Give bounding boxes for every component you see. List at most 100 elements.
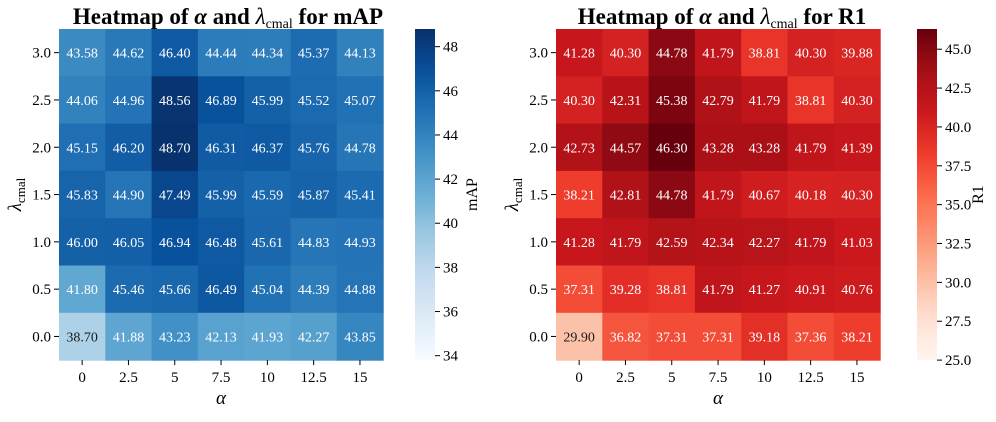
colorbar-label: R1 [970, 185, 987, 204]
cell-value-label: 41.28 [563, 47, 595, 62]
y-tick-label: 3.0 [529, 46, 548, 62]
heatmap-cell [602, 170, 650, 219]
cell-value-label: 38.81 [795, 94, 827, 109]
cell-value-label: 37.36 [795, 330, 827, 345]
heatmap-cell [244, 170, 292, 219]
heatmap-cell [648, 123, 696, 172]
cell-value-label: 41.79 [795, 236, 827, 251]
heatmap-cell [105, 123, 153, 172]
x-tick-label: 7.5 [212, 370, 231, 386]
heatmap-cell [244, 312, 292, 361]
cell-value-label: 42.73 [563, 141, 595, 156]
cell-value-label: 44.90 [113, 189, 145, 204]
cell-value-label: 44.78 [656, 189, 688, 204]
cell-value-label: 46.89 [205, 94, 237, 109]
cell-value-label: 45.61 [252, 236, 284, 251]
cell-value-label: 41.39 [841, 141, 873, 156]
cell-value-label: 36.82 [610, 330, 642, 345]
heatmap-cell [59, 312, 106, 361]
heatmap-cell [59, 29, 106, 77]
cell-value-label: 37.31 [702, 330, 734, 345]
heatmap-cell [787, 218, 835, 267]
heatmap-cell [741, 265, 789, 314]
heatmap-cell [197, 312, 245, 361]
heatmap-cell [336, 123, 384, 172]
cell-value-label: 37.31 [656, 330, 688, 345]
heatmap-cell [787, 29, 835, 77]
heatmap-cell [694, 29, 742, 77]
heatmap-cell [648, 76, 696, 125]
cell-value-label: 45.46 [113, 283, 145, 298]
heatmap-cell [336, 312, 384, 361]
colorbar-label: mAP [464, 178, 481, 211]
heatmap-cell [197, 123, 245, 172]
colorbar-tick-label: 48 [443, 40, 458, 56]
cell-value-label: 44.78 [344, 141, 376, 156]
heatmap-cell [290, 312, 338, 361]
heatmap-cell [741, 29, 789, 77]
heatmap-cell [602, 76, 650, 125]
heatmap-cell [694, 170, 742, 219]
cell-value-label: 44.57 [610, 141, 642, 156]
heatmap-cell [59, 170, 106, 219]
x-tick-label: 15 [352, 370, 367, 386]
heatmap-cell [151, 123, 199, 172]
heatmap-cell [336, 76, 384, 125]
x-axis-label: α [216, 388, 227, 409]
y-tick-label: 0.5 [32, 282, 51, 298]
cell-value-label: 41.79 [702, 283, 734, 298]
cell-value-label: 45.52 [298, 94, 330, 109]
cell-value-label: 45.41 [344, 189, 376, 204]
cell-value-label: 44.06 [66, 94, 98, 109]
y-tick-label: 1.0 [529, 235, 548, 251]
colorbar-tick-label: 40 [443, 216, 458, 232]
cell-value-label: 43.85 [344, 330, 376, 345]
cell-value-label: 45.15 [66, 141, 98, 156]
y-tick-label: 2.5 [529, 93, 548, 109]
cell-value-label: 46.40 [159, 47, 191, 62]
cell-value-label: 45.99 [252, 94, 284, 109]
cell-value-label: 46.31 [205, 141, 237, 156]
heatmap-cell [602, 218, 650, 267]
heatmap-cell [244, 218, 292, 267]
heatmap-cell [556, 265, 603, 314]
y-tick-label: 2.5 [32, 93, 51, 109]
heatmap-cell [694, 218, 742, 267]
heatmap-cell [244, 265, 292, 314]
heatmap-cell [556, 29, 603, 77]
cell-value-label: 38.81 [749, 47, 781, 62]
cell-value-label: 38.70 [66, 330, 98, 345]
colorbar-tick-label: 35.0 [945, 198, 971, 214]
cell-value-label: 45.83 [66, 189, 98, 204]
cell-value-label: 41.88 [113, 330, 145, 345]
heatmap-cell [105, 29, 153, 77]
cell-value-label: 29.90 [563, 330, 595, 345]
cell-value-label: 46.20 [113, 141, 145, 156]
heatmap-cell [59, 265, 106, 314]
heatmap-cell [602, 123, 650, 172]
heatmap-cell [556, 123, 603, 172]
heatmap-cell [290, 76, 338, 125]
y-tick-label: 2.0 [529, 140, 548, 156]
colorbar-tick-label: 38 [443, 260, 458, 276]
cell-value-label: 40.76 [841, 283, 873, 298]
cell-value-label: 45.99 [205, 189, 237, 204]
cell-value-label: 44.62 [113, 47, 145, 62]
cell-value-label: 44.13 [344, 47, 376, 62]
cell-value-label: 46.48 [205, 236, 237, 251]
cell-value-label: 40.67 [749, 189, 781, 204]
cell-value-label: 42.27 [749, 236, 781, 251]
colorbar [415, 29, 435, 361]
heatmap-cell [694, 312, 742, 361]
cell-value-label: 40.30 [841, 189, 873, 204]
colorbar-tick-label: 27.5 [945, 314, 971, 330]
cell-value-label: 45.66 [159, 283, 191, 298]
heatmap-cell [741, 76, 789, 125]
colorbar-tick-label: 44 [443, 128, 459, 144]
cell-value-label: 44.96 [113, 94, 145, 109]
cell-value-label: 41.03 [841, 236, 873, 251]
cell-value-label: 42.13 [205, 330, 237, 345]
heatmap-cell [833, 218, 881, 267]
colorbar-tick-label: 30.0 [945, 275, 971, 291]
heatmap-cell [290, 29, 338, 77]
